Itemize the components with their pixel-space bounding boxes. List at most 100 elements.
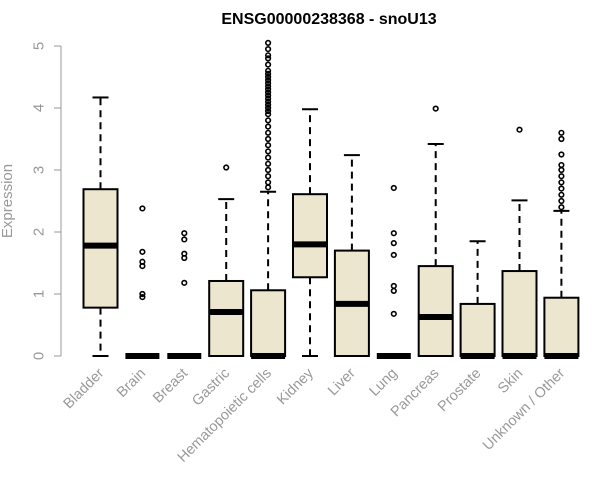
outlier-point (265, 179, 272, 186)
outlier-point (265, 95, 272, 102)
outlier-point (558, 135, 565, 143)
box-iqr (459, 302, 496, 358)
outlier-point (265, 101, 272, 108)
outlier-point (516, 126, 523, 133)
x-tick-label: Bladder (61, 365, 108, 412)
box-iqr (292, 193, 328, 279)
outlier-point (558, 204, 565, 211)
box-bladder (82, 96, 119, 357)
outlier-point (265, 73, 272, 81)
outlier-point (558, 129, 565, 136)
outlier-point (139, 290, 146, 298)
box-iqr (250, 289, 287, 357)
y-tick-label: 3 (31, 166, 48, 174)
outlier-point (265, 129, 272, 136)
outlier-point (265, 86, 272, 93)
y-axis-label: Expression (0, 164, 16, 238)
outlier-point (558, 179, 565, 186)
outlier-point (139, 248, 146, 255)
outlier-point (265, 117, 272, 124)
box-prostate (459, 240, 496, 359)
box-hematopoietic-cells (250, 39, 287, 359)
outlier-point (265, 111, 272, 118)
chart-title: ENSG00000238368 - snoU13 (221, 11, 436, 28)
outlier-point (265, 67, 272, 74)
box-plot-series (82, 39, 580, 359)
outlier-point (265, 173, 272, 180)
outlier-point (265, 70, 272, 77)
outlier-point (265, 80, 272, 87)
outlier-point (181, 230, 188, 237)
outlier-point (432, 105, 439, 112)
outlier-point (558, 161, 565, 169)
outlier-point (139, 205, 146, 212)
outlier-point (265, 55, 272, 62)
outlier-point (265, 148, 272, 155)
box-gastric (208, 164, 245, 358)
outlier-point (558, 197, 565, 205)
outlier-point (265, 98, 272, 105)
y-tick-label: 0 (31, 352, 48, 360)
x-tick-label: Breast (150, 366, 191, 407)
outlier-point (390, 240, 397, 247)
outlier-point (390, 282, 397, 290)
outlier-point (265, 135, 272, 143)
box-brain (125, 205, 160, 359)
x-tick-label: Lung (366, 366, 400, 400)
box-liver (333, 154, 370, 358)
box-unknown-other (543, 129, 580, 359)
y-tick-label: 4 (31, 104, 48, 112)
box-iqr (417, 265, 454, 358)
outlier-point (181, 236, 188, 243)
outlier-point (181, 279, 188, 286)
outlier-point (390, 230, 397, 237)
outlier-point (265, 160, 272, 167)
outlier-point (265, 166, 272, 174)
x-tick-label: Skin (495, 366, 526, 397)
box-iqr (208, 279, 245, 358)
outlier-point (390, 287, 397, 295)
outlier-point (265, 123, 272, 130)
outlier-point (265, 83, 272, 90)
outlier-point (390, 184, 397, 192)
x-tick-label: Liver (325, 365, 359, 399)
outlier-point (265, 142, 272, 149)
y-tick-label: 1 (31, 290, 48, 298)
outlier-point (139, 258, 146, 265)
x-tick-label: Kidney (274, 365, 317, 408)
outlier-point (265, 184, 272, 191)
y-tick-label: 2 (31, 228, 48, 236)
outlier-point (558, 191, 565, 198)
outlier-point (265, 76, 272, 84)
outlier-point (265, 89, 272, 96)
outlier-point (223, 164, 230, 171)
box-skin (501, 126, 538, 359)
outlier-point (139, 294, 146, 301)
outlier-point (181, 250, 188, 257)
x-tick-label: Brain (114, 366, 149, 401)
x-tick-label: Prostate (435, 366, 484, 415)
outlier-point (265, 92, 272, 99)
box-iqr (501, 270, 538, 357)
outlier-point (265, 107, 272, 115)
outlier-point (265, 154, 272, 161)
outlier-point (265, 61, 272, 68)
box-kidney (292, 108, 328, 357)
box-pancreas (417, 105, 454, 358)
y-axis: 0 1 2 3 4 5 (31, 42, 62, 360)
outlier-point (390, 310, 397, 317)
box-lung (376, 184, 411, 359)
outlier-point (265, 45, 272, 53)
box-iqr (543, 296, 580, 357)
outlier-point (558, 151, 565, 158)
box-breast (167, 230, 202, 359)
y-tick-label: 5 (31, 42, 48, 50)
outlier-point (265, 104, 272, 112)
outlier-point (390, 251, 397, 259)
outlier-point (558, 166, 565, 174)
outlier-point (265, 39, 272, 47)
outlier-point (558, 173, 565, 180)
outlier-point (265, 52, 272, 59)
